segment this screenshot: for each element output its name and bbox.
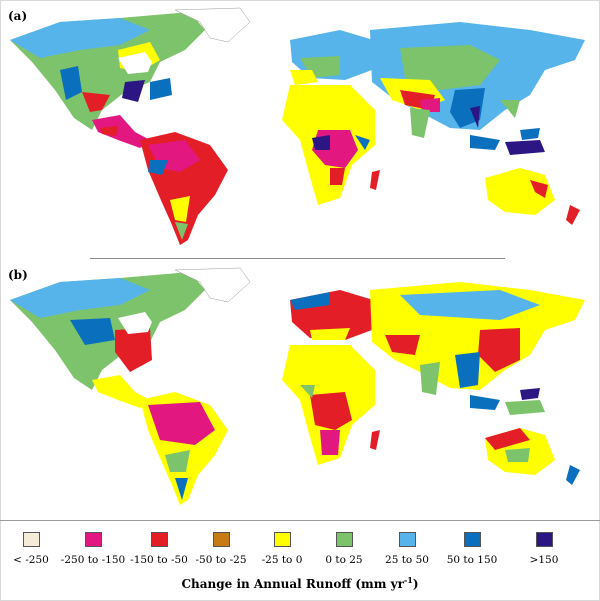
legend-label: 50 to 150 (446, 554, 498, 566)
legend-swatch (463, 532, 481, 547)
legend-swatch (273, 532, 291, 547)
legend-label: -150 to -50 (130, 554, 188, 566)
legend-label: < -250 (13, 554, 49, 566)
legend-title: Change in Annual Runoff (mm yr-1) (0, 575, 600, 591)
legend-label: 25 to 50 (385, 554, 429, 566)
legend-swatch (398, 532, 416, 547)
legend-item: -50 to -25 (186, 532, 256, 566)
greenland-a (174, 7, 251, 43)
map-panel-b (10, 267, 585, 505)
legend-swatch (212, 532, 230, 547)
africa-a (282, 85, 375, 205)
asia-a (370, 22, 585, 138)
legend-item: 0 to 25 (309, 532, 379, 566)
legend-swatch (84, 532, 102, 547)
legend-title-close: ) (412, 577, 419, 591)
indonesia-b (470, 388, 545, 415)
legend-swatch (22, 532, 40, 547)
north-america-b (10, 272, 205, 408)
legend-item: -250 to -150 (58, 532, 128, 566)
legend-item: < -250 (0, 532, 66, 566)
legend-item: -150 to -50 (124, 532, 194, 566)
legend-swatch (535, 532, 553, 547)
legend-swatch (335, 532, 353, 547)
legend-title-exponent: -1 (403, 575, 413, 585)
legend-item: 25 to 50 (372, 532, 442, 566)
legend-item: >150 (509, 532, 579, 566)
asia-b (370, 282, 585, 395)
greenland-b (174, 267, 251, 303)
europe-b (290, 290, 380, 340)
legend-label: -250 to -150 (60, 554, 126, 566)
legend-label: >150 (529, 554, 559, 566)
panel-divider (90, 258, 505, 259)
legend-label: -25 to 0 (261, 554, 303, 566)
australia-b (485, 428, 555, 475)
legend-item: -25 to 0 (247, 532, 317, 566)
legend-rule (0, 520, 600, 521)
legend-label: 0 to 25 (325, 554, 363, 566)
madagascar-a (370, 170, 380, 190)
indonesia-a (470, 128, 545, 155)
europe-a (290, 30, 380, 85)
new-zealand-a (566, 205, 580, 225)
panel-label-a: (a) (8, 9, 28, 23)
north-america-a (10, 12, 205, 148)
runoff-maps (10, 7, 585, 505)
map-panel-a (10, 7, 585, 245)
panel-label-b: (b) (8, 268, 28, 282)
madagascar-b (370, 430, 380, 450)
legend-label: -50 to -25 (195, 554, 247, 566)
legend-title-text: Change in Annual Runoff (mm yr (181, 577, 404, 591)
south-america-a (140, 132, 228, 245)
legend-swatch (150, 532, 168, 547)
australia-a (485, 168, 555, 215)
new-zealand-b (566, 465, 580, 485)
legend: < -250 -250 to -150 -150 to -50 -50 to -… (0, 532, 600, 572)
africa-b (282, 345, 375, 465)
legend-item: 50 to 150 (437, 532, 507, 566)
south-america-b (140, 392, 228, 505)
